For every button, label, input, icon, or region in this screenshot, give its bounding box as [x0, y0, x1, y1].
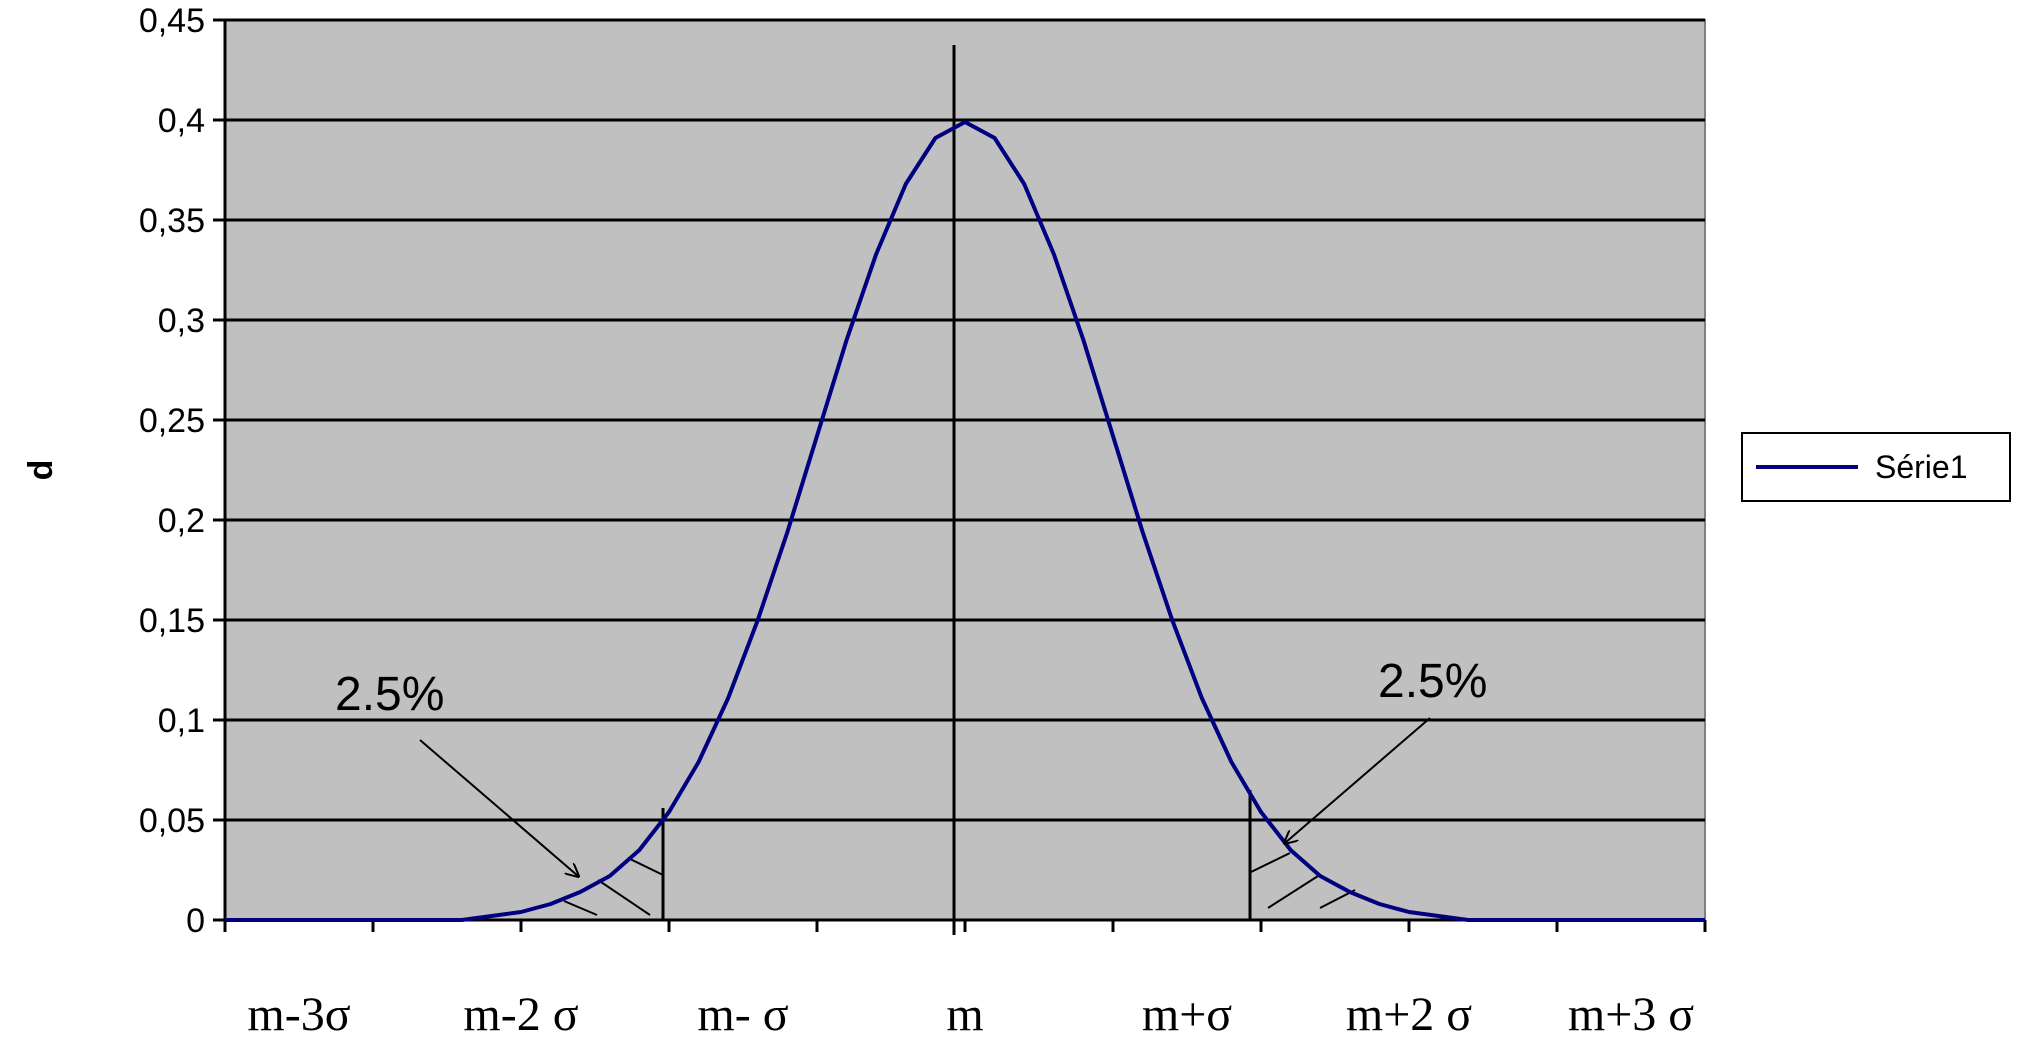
left-annotation-arrow: [419, 739, 578, 876]
x-category-labels: m-3σ m-2 σ m- σ m m+σ m+2 σ m+3 σ: [247, 988, 1694, 1039]
left-tail-hatch: [563, 857, 664, 916]
left-annotation-label: 2.5%: [335, 668, 444, 721]
right-annotation-label: 2.5%: [1378, 655, 1487, 708]
y-tick-label: 0,25: [139, 402, 205, 440]
x-category-label: m- σ: [697, 988, 788, 1039]
y-tick-label: 0,3: [158, 302, 205, 340]
y-tick-label: 0,1: [158, 702, 205, 740]
y-axis-ticks: 0 0,05 0,1 0,15 0,2 0,25 0,3 0,35 0,4 0,45: [139, 2, 225, 940]
x-category-label: m+σ: [1142, 988, 1232, 1039]
x-category-label: m+2 σ: [1346, 988, 1472, 1039]
right-annotation-arrow: [1285, 717, 1431, 843]
y-tick-label: 0,2: [158, 502, 205, 540]
y-tick-label: 0,45: [139, 2, 205, 40]
y-tick-label: 0: [186, 902, 205, 940]
y-tick-label: 0,05: [139, 802, 205, 840]
x-category-label: m: [946, 988, 983, 1039]
y-tick-label: 0,15: [139, 602, 205, 640]
legend-label-serie1: Série1: [1875, 449, 1968, 485]
y-tick-label: 0,4: [158, 102, 205, 140]
y-axis-label: d: [22, 460, 60, 481]
y-tick-label: 0,35: [139, 202, 205, 240]
plot-area: [224, 19, 1706, 921]
series-line-serie1: [225, 120, 1705, 922]
x-category-label: m-2 σ: [463, 988, 578, 1039]
x-category-label: m-3σ: [247, 988, 350, 1039]
gridlines: [225, 18, 1705, 822]
legend: Série1: [1741, 432, 2011, 502]
x-category-label: m+3 σ: [1568, 988, 1694, 1039]
